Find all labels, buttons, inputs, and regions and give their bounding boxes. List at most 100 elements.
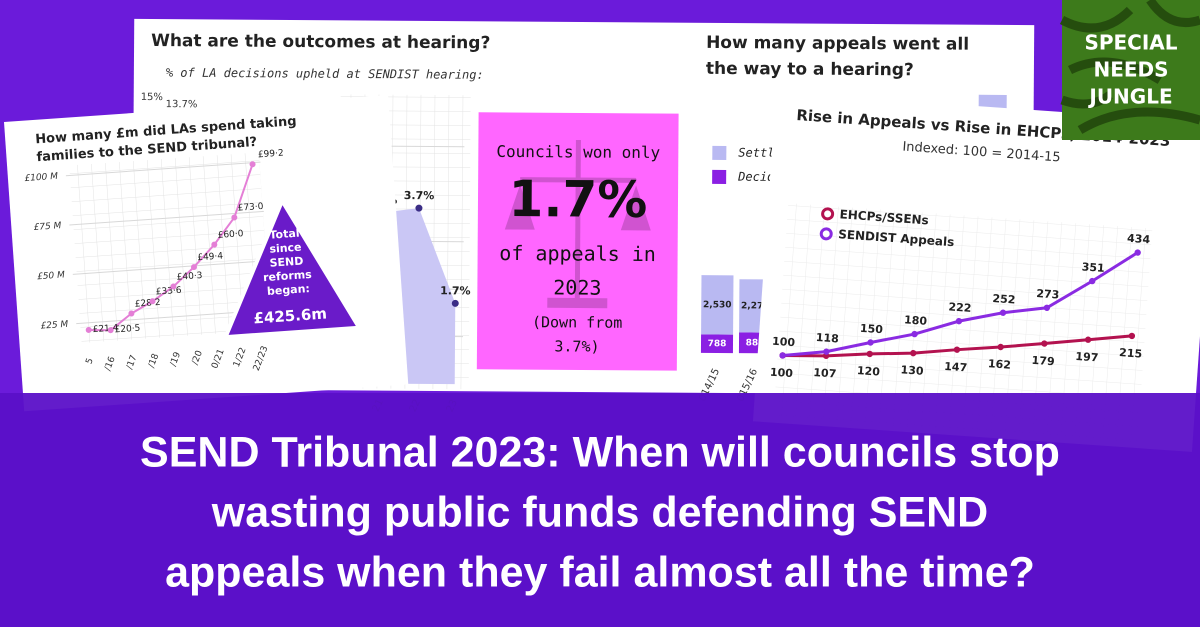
value-label: 130 (900, 363, 924, 378)
point (1134, 249, 1141, 256)
point (1043, 304, 1051, 311)
x-tick-label: /20 (190, 349, 205, 366)
grid-line (72, 260, 268, 275)
point (866, 350, 873, 358)
value-label: 107 (813, 366, 837, 381)
point (867, 339, 874, 346)
point (955, 317, 963, 325)
annotation: 13.7% (166, 99, 198, 110)
point (953, 346, 961, 353)
panel-title: What are the outcomes at hearing? (151, 31, 490, 53)
headline-band (0, 393, 1200, 627)
point (128, 310, 135, 317)
value-label: 150 (860, 322, 884, 337)
logo: SPECIAL NEEDS JUNGLE (1059, 0, 1200, 140)
callout-text: of appeals in (499, 241, 656, 266)
value-label: 222 (948, 300, 972, 315)
headline: SEND Tribunal 2023: When will councils s… (140, 428, 1060, 476)
value-label: 100 (770, 366, 794, 381)
point (190, 264, 197, 271)
point (415, 204, 423, 212)
value-label: £99·2 (258, 149, 284, 161)
point (1084, 336, 1092, 343)
value-label: 273 (1036, 287, 1060, 302)
point (999, 309, 1007, 316)
callout-text: since (269, 241, 302, 256)
scales-icon (504, 139, 651, 309)
point (231, 214, 238, 221)
y-tick-label: £50 M (37, 270, 66, 282)
point (107, 327, 114, 334)
y-tick-label: £100 M (24, 172, 58, 184)
point (823, 348, 830, 355)
value-label: £49·4 (197, 252, 224, 264)
point (1089, 277, 1096, 285)
value-label: £40·3 (176, 271, 202, 283)
y-tick-label: £25 M (40, 320, 69, 332)
point (910, 349, 917, 357)
point (911, 330, 918, 338)
point (149, 298, 156, 305)
headline: appeals when they fail almost all the ti… (165, 548, 1035, 596)
callout-text: Total (269, 227, 300, 242)
value-label: 162 (988, 357, 1012, 372)
x-tick-label: /19 (169, 351, 184, 368)
value-label: £20·5 (114, 324, 140, 336)
panel-title: the way to a hearing? (706, 59, 914, 80)
logo-text: NEEDS (1093, 58, 1168, 82)
bar-segment (700, 334, 734, 354)
value-label: 118 (815, 331, 839, 346)
callout-text: £425.6m (253, 304, 328, 327)
point (779, 352, 786, 359)
legend-swatch (712, 169, 727, 185)
callout-triangle (223, 198, 362, 340)
point (1128, 332, 1136, 340)
panel-subtitle: % of LA decisions upheld at SENDIST hear… (166, 66, 484, 82)
grid-line (65, 161, 261, 177)
point (249, 161, 256, 168)
value-label: 2,271 (741, 301, 770, 311)
value-label: 2,530 (703, 300, 732, 310)
x-tick-label: /18 (147, 352, 162, 369)
value-label: 215 (1119, 346, 1143, 361)
value-label: 1.7% (440, 284, 471, 297)
callout-text: reforms (263, 268, 313, 284)
value-label: 3.7% (404, 189, 435, 202)
value-label: £60·0 (217, 229, 244, 241)
plot-background (773, 203, 1153, 444)
value-label: 120 (857, 364, 881, 379)
plot-background (69, 152, 272, 344)
value-label: 883 (746, 338, 765, 348)
x-tick-label: /17 (125, 354, 140, 371)
value-label: 147 (944, 360, 968, 375)
callout-text: SEND (269, 254, 304, 269)
legend-swatch (819, 227, 833, 241)
callout-text: Councils won only (496, 142, 660, 162)
callout-figure: 1.7% (508, 170, 647, 229)
value-label: £33·6 (156, 286, 183, 298)
headline: wasting public funds defending SEND (211, 488, 988, 536)
annotation: 15% (141, 92, 163, 103)
legend-swatch (712, 145, 727, 161)
point (997, 343, 1004, 351)
bar-segment (701, 275, 734, 335)
callout-text: (Down from (532, 313, 622, 332)
logo-text: SPECIAL (1084, 31, 1177, 55)
grid-line (69, 210, 264, 226)
x-tick-label: 5 (84, 357, 95, 366)
y-tick-label: £75 M (33, 221, 62, 233)
panel-title: How many appeals went all (706, 33, 969, 55)
value-label: 180 (904, 313, 928, 328)
logo-stripes (1059, 0, 1200, 134)
point (1041, 340, 1048, 347)
value-label: £21·4 (92, 323, 119, 335)
x-tick-label: /16 (103, 355, 118, 372)
point (85, 326, 92, 333)
legend-swatch (821, 207, 835, 221)
callout-text: began: (267, 282, 311, 298)
callout-text: 2023 (553, 275, 601, 299)
value-label: 100 (772, 335, 796, 350)
